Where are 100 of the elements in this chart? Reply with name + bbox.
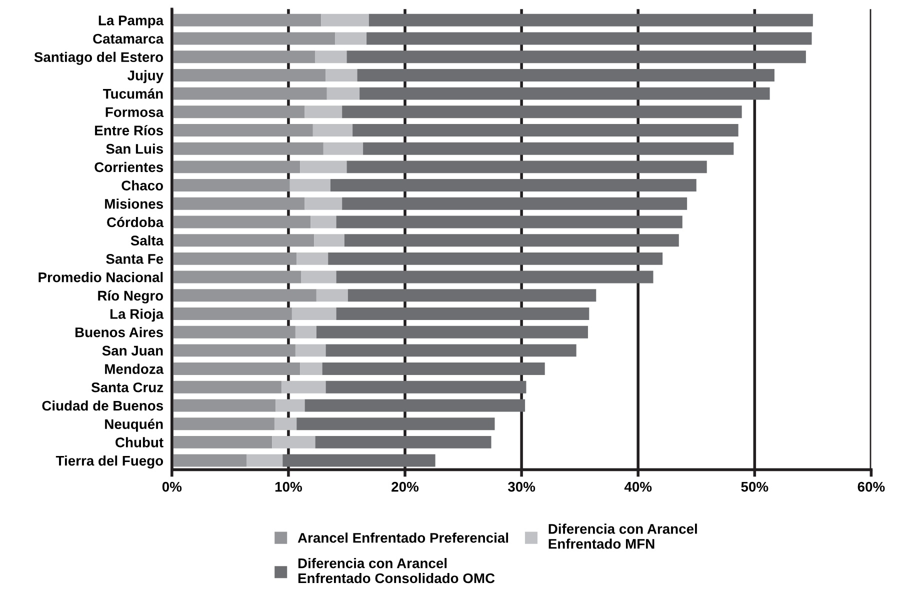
- bar: [336, 270, 654, 284]
- y-tick-label: Entre Ríos: [95, 125, 163, 136]
- y-tick-label: Misiones: [105, 198, 163, 209]
- bar: [172, 308, 292, 320]
- bar: [172, 362, 300, 376]
- y-tick-label: Chaco: [122, 180, 164, 190]
- y-tick-label: Catamarca: [93, 34, 164, 44]
- bar: [322, 362, 545, 376]
- bar: [274, 418, 297, 430]
- x-tick-label: 0%: [162, 482, 182, 492]
- bar: [352, 124, 738, 136]
- bar: [300, 160, 347, 174]
- y-tick-label: Santiago del Estero: [34, 52, 164, 65]
- bar: [172, 270, 302, 284]
- x-tick-label: 10%: [275, 482, 302, 492]
- x-tick-label: 20%: [392, 482, 419, 492]
- bar: [360, 87, 770, 100]
- bar: [316, 326, 588, 338]
- y-tick-label: La Pampa: [98, 16, 164, 28]
- y-tick-label: Río Negro: [98, 290, 164, 304]
- y-tick-label: Buenos Aires: [75, 327, 163, 338]
- x-tick-label: 50%: [741, 482, 768, 492]
- bar: [290, 179, 330, 192]
- bar: [301, 270, 336, 284]
- bar: [246, 454, 283, 467]
- bar: [172, 179, 290, 192]
- y-tick-label: San Juan: [102, 346, 163, 356]
- bar: [295, 344, 326, 357]
- bar: [172, 252, 297, 265]
- bar: [342, 106, 742, 118]
- bar: [172, 142, 324, 155]
- bar: [366, 32, 812, 45]
- legend-label: Arancel Enfrentado Preferencial: [298, 532, 508, 543]
- bar: [310, 216, 336, 228]
- bar: [363, 142, 734, 155]
- bar: [172, 50, 316, 64]
- bar: [335, 32, 367, 45]
- y-tick-label: Tierra del Fuego: [56, 455, 164, 468]
- bar: [368, 14, 813, 26]
- bar: [346, 50, 806, 64]
- bar: [296, 418, 495, 430]
- bar: [172, 197, 305, 210]
- bar: [357, 68, 774, 82]
- bar: [272, 436, 316, 448]
- legend-label: Diferencia con Arancel Enfrentado Consolidado OMC: [298, 558, 495, 584]
- bar: [172, 454, 246, 467]
- bar: [172, 87, 327, 100]
- bar: [312, 124, 353, 136]
- bar: [336, 216, 682, 228]
- y-tick-label: Santa Fe: [106, 254, 164, 264]
- legend-label: Diferencia con Arancel Enfrentado MFN: [548, 524, 697, 549]
- bar: [172, 124, 313, 136]
- bar: [342, 197, 688, 210]
- y-tick-label: La Rioja: [110, 308, 164, 322]
- bar: [172, 289, 316, 302]
- y-tick-label: Promedio Nacional: [38, 272, 163, 282]
- y-tick-label: Neuquén: [105, 418, 163, 432]
- y-tick-label: San Luis: [106, 144, 163, 154]
- bar: [314, 234, 344, 247]
- y-tick-label: Salta: [130, 235, 164, 246]
- bar: [276, 399, 305, 412]
- bar: [304, 106, 342, 118]
- x-tick-label: 30%: [508, 482, 536, 492]
- bar: [172, 326, 296, 338]
- bar: [172, 344, 296, 357]
- bar: [344, 234, 679, 247]
- bar: [172, 418, 274, 430]
- y-tick-label: Chubut: [116, 437, 164, 448]
- y-tick-label: Formosa: [106, 107, 164, 118]
- bar: [326, 344, 576, 357]
- bar: [172, 160, 300, 174]
- bar: [300, 362, 322, 376]
- bar: [172, 68, 326, 82]
- bar: [172, 14, 322, 26]
- bar: [296, 252, 328, 265]
- bar: [292, 308, 336, 320]
- bar: [315, 50, 347, 64]
- bar: [304, 197, 342, 210]
- bar: [328, 252, 663, 265]
- bar: [281, 380, 326, 394]
- bar: [295, 326, 316, 338]
- bar: [326, 380, 526, 394]
- bar: [282, 454, 436, 467]
- bar: [172, 380, 282, 394]
- bar: [172, 234, 314, 247]
- y-tick-label: Ciudad de Buenos: [42, 400, 164, 411]
- y-tick-label: Córdoba: [107, 216, 164, 228]
- bar: [172, 32, 336, 45]
- bar: [172, 399, 276, 412]
- y-tick-label: Jujuy: [128, 70, 164, 84]
- bar: [316, 289, 348, 302]
- bar: [326, 68, 358, 82]
- y-tick-label: Mendoza: [105, 364, 164, 374]
- bar: [172, 106, 305, 118]
- bar: [323, 142, 364, 155]
- bar: [304, 399, 526, 412]
- bar: [348, 289, 596, 302]
- bar: [172, 436, 272, 448]
- x-tick-label: 40%: [624, 482, 652, 492]
- bar: [315, 436, 492, 448]
